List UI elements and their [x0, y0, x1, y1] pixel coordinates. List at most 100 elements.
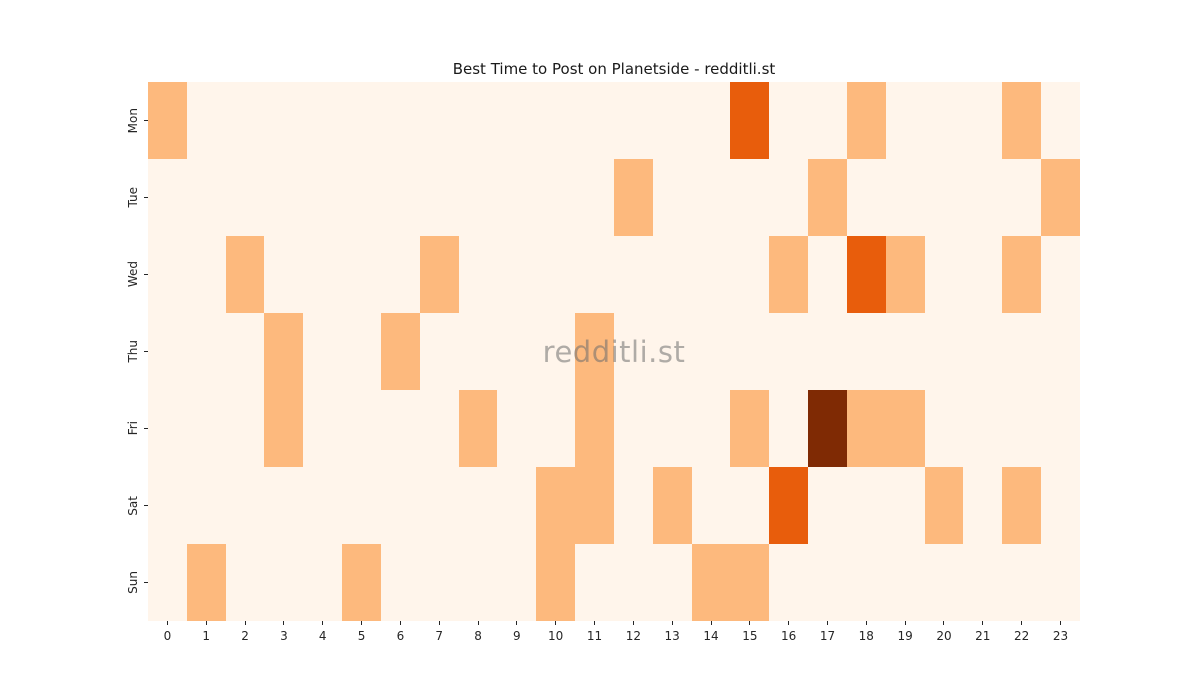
heatmap-cell: [1041, 236, 1080, 313]
heatmap-cell: [963, 467, 1003, 544]
y-tick-label: Sun: [108, 544, 140, 621]
heatmap-cell: [924, 159, 964, 236]
heatmap-cell: [691, 467, 731, 544]
heatmap-cell: [342, 82, 381, 159]
heatmap-cell: [575, 313, 614, 390]
heatmap-cell: [691, 236, 731, 313]
heatmap-cell: [380, 159, 420, 236]
heatmap-cell: [808, 313, 847, 390]
heatmap-cell: [458, 236, 498, 313]
x-tick-label: 2: [241, 629, 249, 643]
heatmap-cell: [963, 236, 1003, 313]
x-tick-mark: [886, 621, 925, 625]
y-tick-mark: [144, 544, 148, 621]
heatmap-cell: [963, 159, 1003, 236]
heatmap-cell: [846, 82, 886, 159]
x-tick-label: 16: [781, 629, 797, 643]
y-tick-label-text: Fri: [126, 421, 140, 436]
heatmap-cell: [380, 467, 420, 544]
heatmap-cell: [264, 159, 304, 236]
heatmap-cell: [769, 313, 809, 390]
heatmap-cell: [419, 159, 459, 236]
chart-title: Best Time to Post on Planetside - reddit…: [452, 60, 776, 78]
heatmap-cell: [808, 544, 847, 621]
heatmap-cell: [303, 159, 343, 236]
x-tick-label: 18: [858, 629, 874, 643]
heatmap-cell: [730, 313, 770, 390]
heatmap-cell: [730, 390, 770, 467]
heatmap-cell: [1041, 467, 1080, 544]
heatmap-cell: [769, 159, 809, 236]
x-tick-mark: [614, 621, 653, 625]
heatmap-cell: [846, 467, 886, 544]
heatmap-cell: [963, 313, 1003, 390]
x-tick-mark: [1041, 621, 1080, 625]
heatmap-cell: [691, 313, 731, 390]
heatmap-cell: [885, 159, 925, 236]
heatmap-cell: [1002, 467, 1042, 544]
x-tick-mark: [420, 621, 459, 625]
heatmap-cell: [303, 544, 343, 621]
x-tick-label: 7: [435, 629, 444, 643]
x-tick-mark: [925, 621, 964, 625]
x-tick-label: 15: [742, 629, 758, 643]
heatmap-cell: [458, 82, 498, 159]
heatmap-cell: [536, 82, 576, 159]
heatmap-cell: [1041, 82, 1080, 159]
heatmap-cell: [225, 467, 265, 544]
y-tick-label-text: Sun: [126, 571, 140, 594]
x-tick-label: 3: [280, 629, 288, 643]
heatmap-cell: [1002, 544, 1042, 621]
heatmap-cell: [536, 159, 576, 236]
heatmap-cell: [1002, 82, 1042, 159]
x-tick-mark: [730, 621, 769, 625]
x-tick-label: 1: [202, 629, 211, 643]
x-tick-mark: [653, 621, 692, 625]
x-tick-label: 4: [318, 629, 327, 643]
x-tick-mark: [808, 621, 847, 625]
heatmap-cell: [613, 467, 653, 544]
heatmap-cell: [1002, 236, 1042, 313]
heatmap-cell: [613, 159, 653, 236]
y-tick-label: Fri: [108, 390, 140, 467]
heatmap-cell: [264, 390, 304, 467]
heatmap-cell: [652, 544, 692, 621]
heatmap-cell: [264, 313, 304, 390]
y-tick-label-text: Wed: [126, 261, 140, 288]
heatmap-cell: [652, 313, 692, 390]
heatmap-cell: [730, 236, 770, 313]
heatmap-cell: [613, 313, 653, 390]
y-tick-label: Tue: [108, 159, 140, 236]
y-axis-labels: Mon Tue Wed Thu Fri Sat Sun: [108, 82, 140, 621]
heatmap-cell: [148, 82, 187, 159]
x-tick-mark: [963, 621, 1002, 625]
x-tick-label: 13: [664, 629, 680, 643]
heatmap-cell: [380, 390, 420, 467]
heatmap-cell: [575, 236, 614, 313]
heatmap-cell: [963, 544, 1003, 621]
heatmap-cell: [186, 313, 226, 390]
heatmap-cell: [652, 82, 692, 159]
heatmap-cell: [458, 390, 498, 467]
y-tick-label: Sat: [108, 467, 140, 544]
heatmap-cell: [458, 467, 498, 544]
heatmap-cell: [148, 159, 187, 236]
heatmap-cell: [458, 544, 498, 621]
heatmap-cell: [264, 236, 304, 313]
heatmap-cell: [730, 544, 770, 621]
y-tick-label-text: Mon: [126, 107, 140, 134]
x-tick-mark: [303, 621, 342, 625]
heatmap-cell: [342, 544, 381, 621]
heatmap-cell: [458, 159, 498, 236]
heatmap-cell: [730, 159, 770, 236]
heatmap-cell: [769, 236, 809, 313]
heatmap-cell: [419, 544, 459, 621]
heatmap-cell: [846, 313, 886, 390]
heatmap-cell: [575, 544, 614, 621]
x-tick-label: 11: [586, 629, 603, 643]
y-tick-label: Thu: [108, 313, 140, 390]
heatmap-cell: [691, 390, 731, 467]
heatmap-cell: [497, 390, 537, 467]
x-tick-mark: [575, 621, 614, 625]
heatmap-cell: [652, 390, 692, 467]
